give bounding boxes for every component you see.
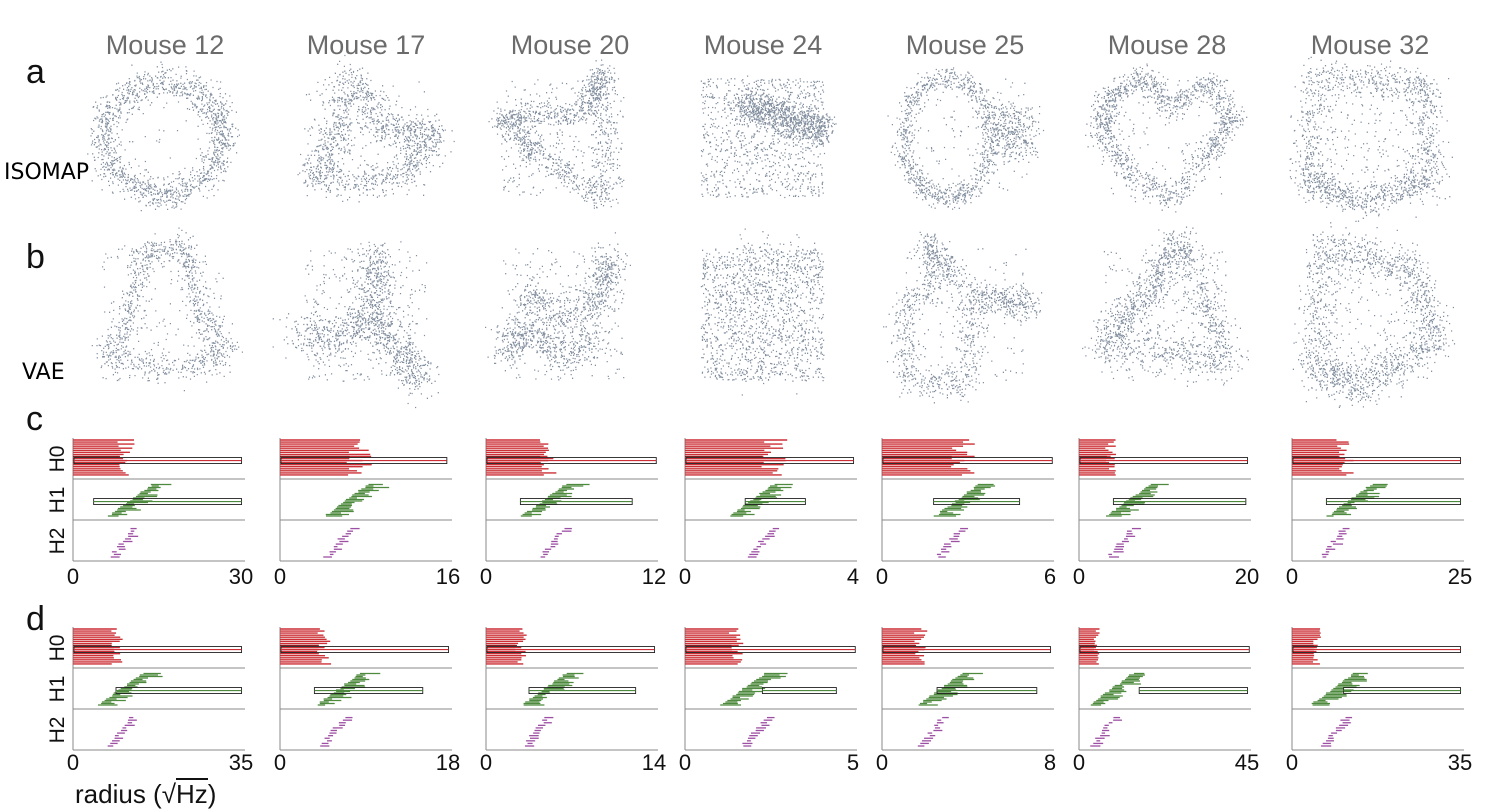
x-tick-label: 0 [679,750,691,775]
sqrt-sign: √ [161,779,176,809]
x-tick-label: 0 [1073,750,1085,775]
x-tick-label: 8 [1044,750,1056,775]
mouse-title: Mouse 20 [510,30,630,60]
isomap-scatter [488,59,625,209]
homology-label: H2 [46,717,69,744]
mouse-title: Mouse 24 [703,30,823,60]
x-tick-label: 0 [274,750,286,775]
mouse-title: Mouse 28 [1107,30,1227,60]
x-tick-label: 25 [1448,564,1472,589]
x-tick-label: 0 [679,564,691,589]
x-tick-label: 6 [1044,564,1056,589]
isomap-scatter [887,67,1045,210]
panel-letter-b: b [26,238,45,276]
panel-letter-d: d [26,600,45,638]
x-tick-label: 0 [67,750,79,775]
x-tick-label: 35 [1448,750,1472,775]
x-tick-label: 0 [480,564,492,589]
x-tick-label: 0 [1286,750,1298,775]
mouse-title: Mouse 25 [905,30,1025,60]
homology-label: H0 [46,446,69,473]
vae-scatter [700,228,825,396]
x-tick-label: 0 [876,564,888,589]
x-tick-label: 0 [1286,564,1298,589]
x-axis-label-prefix: radius ( [75,779,162,809]
x-tick-label: 0 [480,750,492,775]
x-tick-label: 5 [847,750,859,775]
x-tick-label: 16 [436,564,460,589]
mouse-title: Mouse 32 [1310,30,1430,60]
x-tick-label: 4 [847,564,859,589]
homology-label: H1 [46,487,69,514]
vae-scatter [1292,222,1456,408]
panel-letter-a: a [26,53,45,91]
vae-scatter [1082,226,1249,387]
vae-scatter [883,231,1043,404]
isomap-scatter [1085,63,1248,213]
vae-scatter [485,232,631,381]
homology-label: H1 [46,676,69,703]
x-tick-label: 30 [229,564,253,589]
x-tick-label: 0 [274,564,286,589]
x-tick-label: 14 [642,750,666,775]
isomap-scatter [87,61,240,212]
x-tick-label: 0 [1073,564,1085,589]
vae-scatter [91,227,243,392]
isomap-scatter [1289,56,1453,229]
x-axis-label-suffix: ) [207,779,217,809]
vae-scatter [272,241,440,409]
isomap-scatter [700,75,837,199]
mouse-title: Mouse 12 [105,30,225,60]
x-axis-label-root: Hz [175,778,208,809]
x-tick-label: 20 [1235,564,1259,589]
row-label-isomap: ISOMAP [4,160,90,185]
homology-label: H0 [46,635,69,662]
x-tick-label: 35 [229,750,253,775]
homology-label: H2 [46,528,69,555]
row-label-vae: VAE [22,360,65,385]
x-axis-label: radius (√Hz) [75,778,216,810]
mouse-title: Mouse 17 [306,30,426,60]
isomap-scatter [297,54,455,203]
x-tick-label: 0 [67,564,79,589]
x-tick-label: 12 [642,564,666,589]
panel-letter-c: c [26,400,43,438]
x-tick-label: 0 [876,750,888,775]
x-tick-label: 18 [436,750,460,775]
x-tick-label: 45 [1235,750,1259,775]
